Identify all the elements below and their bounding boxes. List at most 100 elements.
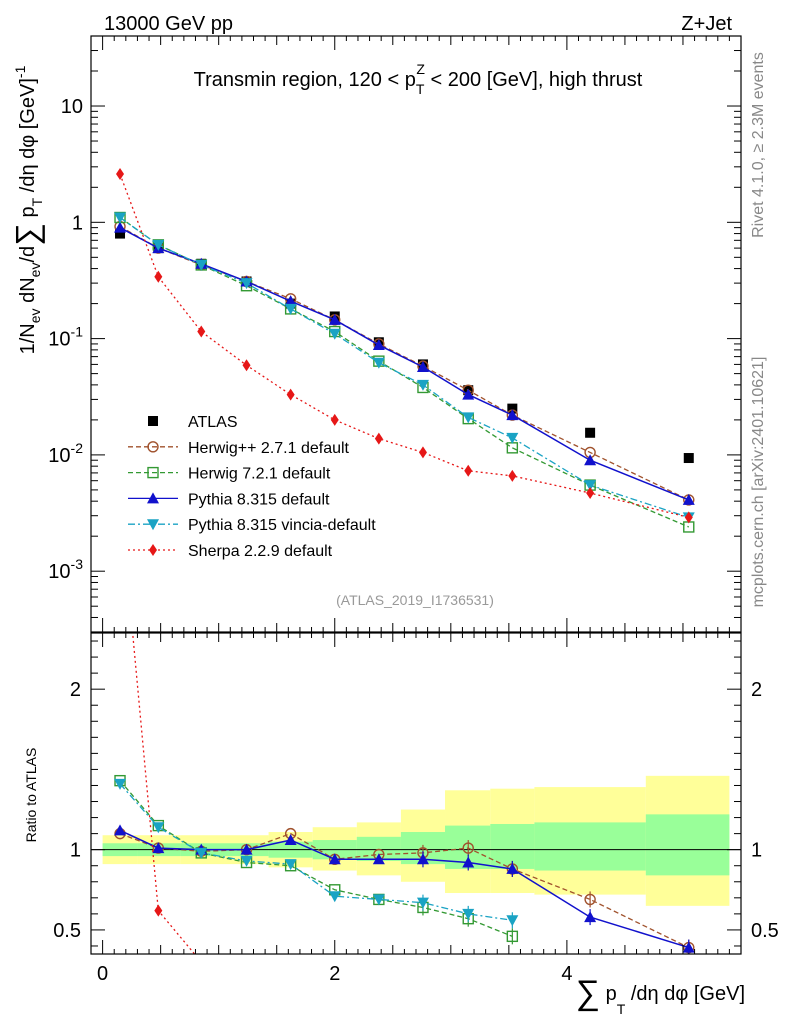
ratio-point-vincia [506,915,519,927]
legend-label-pythia: Pythia 8.315 default [188,491,330,508]
main-plot-area [114,168,695,533]
ratio-series-line-pythia [119,829,689,949]
legend: ATLAS Herwig++ 2.7.1 default Herwig 7.2.1 … [128,414,376,560]
main-point-pythia [416,360,429,372]
ratio-y-axis-label: Ratio to ATLAS [23,748,39,843]
ratio-point-sherpa [116,491,124,503]
main-y-tick-label: 10-1 [48,324,83,351]
ratio-plot-area [91,491,741,968]
legend-marker-herwig7 [147,466,159,479]
main-point-sherpa [330,413,339,426]
plot-title: Transmin region, 120 < pTZ < 200 [GeV], … [194,61,643,97]
main-y-tick-label: 10-3 [48,556,83,583]
main-y-axis-label: 1/Nev dNev/d∑ pT /dη dφ [GeV]-1 [9,65,45,354]
ratio-band-inner [645,814,730,876]
ratio-point-vincia [114,778,127,790]
main-point-vincia [372,357,385,369]
main-point-vincia [462,412,475,424]
ratio-panel: 0.5 0.5 1 1 2 2 0 2 4 [53,491,779,985]
ratio-y-tick-label-left: 0.5 [53,920,81,942]
main-point-vincia [328,328,341,340]
legend-marker-sherpa [149,544,157,556]
main-point-vincia [195,259,208,271]
legend-marker-herwigpp [147,441,159,453]
ratio-series-line-herwigpp [119,832,690,949]
ratio-point-pythia [284,834,297,846]
header-left: 13000 GeV pp [104,13,233,35]
main-point-sherpa [586,487,595,500]
legend-label-herwig7: Herwig 7.2.1 default [188,466,331,483]
main-point-sherpa [286,388,295,401]
main-point-pythia [462,388,475,400]
main-point-vincia [584,480,597,492]
ratio-y-tick-label-right: 0.5 [751,920,779,942]
legend-label-sherpa: Sherpa 2.2.9 default [188,543,333,560]
ratio-point-vincia [462,908,475,920]
ratio-point-vincia [152,822,165,834]
legend-marker-pythia [147,492,159,504]
main-y-tick-label: 1 [72,212,83,234]
ratio-point-vincia [284,859,297,871]
main-axes: 10-3 10-2 10-1 1 10 [48,35,741,633]
main-panel: 10-3 10-2 10-1 1 10 [48,35,742,633]
ratio-point-pythia [506,862,519,874]
main-point-pythia [284,295,297,307]
main-point-data [683,453,694,464]
main-series-line-sherpa [119,173,689,519]
ratio-y-tick-label-right: 1 [751,840,762,862]
ratio-point-pythia [152,842,165,854]
main-point-vincia [416,379,429,391]
ratio-series-line-sherpa [131,633,196,954]
x-tick-label: 2 [329,963,340,985]
main-point-sherpa [116,168,125,181]
main-point-sherpa [242,359,251,372]
ratio-point-pythia [240,843,253,855]
ratio-point-herwigpp [462,842,474,854]
mcplots-reference-text: mcplots.cern.ch [arXiv:2401.10621] [750,357,767,608]
legend-label-vincia: Pythia 8.315 vincia-default [188,517,376,534]
x-tick-label: 0 [97,963,108,985]
main-point-sherpa [464,464,473,477]
main-point-vincia [114,212,127,224]
legend-label-herwigpp: Herwig++ 2.7.1 default [188,440,350,457]
ratio-point-pythia [584,911,597,923]
ratio-band-inner [534,822,646,871]
main-point-sherpa [154,270,163,283]
ratio-point-pythia [372,853,385,865]
main-point-vincia [152,239,165,251]
ratio-point-pythia [682,941,695,953]
ratio-point-vincia [240,855,253,867]
main-y-tick-label: 10 [61,96,83,118]
ratio-point-herwigpp [584,893,596,906]
x-axis-label: ∑ pT /dη dφ [GeV] [576,974,745,1017]
ratio-point-sherpa [154,904,163,917]
x-tick-label: 4 [561,963,572,985]
main-point-vincia [240,278,253,290]
main-point-sherpa [508,469,517,482]
legend-marker-vincia [147,519,159,531]
header-right: Z+Jet [681,13,732,35]
ratio-point-pythia [416,853,429,865]
main-point-pythia [114,221,127,233]
ratio-point-herwig7 [506,930,519,943]
legend-marker-data [148,416,158,426]
main-point-vincia [284,303,297,315]
main-point-sherpa [374,432,383,445]
ratio-point-pythia [114,824,127,836]
ratio-y-tick-label-left: 2 [70,679,81,701]
ratio-point-pythia [328,853,341,865]
main-point-data [115,228,126,239]
ratio-point-sherpa [197,956,205,968]
ratio-axes: 0.5 0.5 1 1 2 2 0 2 4 [53,633,779,985]
ratio-y-tick-label-right: 2 [751,679,762,701]
main-point-pythia [584,454,597,466]
analysis-watermark: (ATLAS_2019_I1736531) [336,592,494,608]
main-point-data [507,403,518,414]
main-point-data [585,427,596,438]
ratio-point-pythia [462,856,475,868]
main-point-pythia [328,313,341,325]
ratio-y-tick-label-left: 1 [70,840,81,862]
main-point-sherpa [684,511,693,524]
ratio-point-vincia [416,897,429,909]
